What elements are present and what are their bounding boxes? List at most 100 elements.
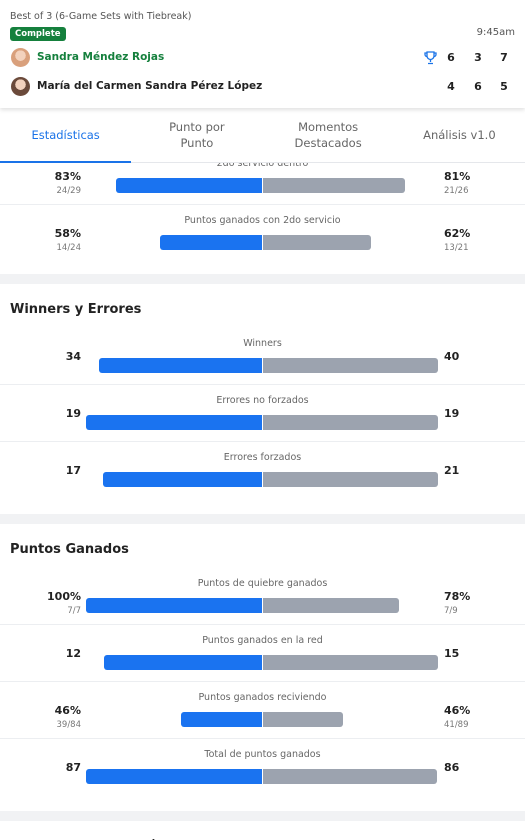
bar-divider bbox=[262, 769, 263, 784]
set-score: 3 bbox=[474, 51, 482, 64]
stat-label: Total de puntos ganados bbox=[204, 749, 321, 760]
stat-row: Errores no forzados 19 19 bbox=[0, 385, 525, 442]
section-title: Winners y Errores bbox=[10, 302, 142, 317]
section-title: Puntos Ganados bbox=[10, 542, 129, 557]
stat-label: Puntos de quiebre ganados bbox=[197, 578, 328, 589]
stat-value: 46% bbox=[444, 704, 471, 717]
stat-row: Puntos ganados en la red 12 15 bbox=[0, 625, 525, 682]
bar-divider bbox=[262, 712, 263, 727]
stat-bar bbox=[262, 178, 405, 193]
bar-divider bbox=[262, 415, 263, 430]
stat-value: 21 bbox=[444, 464, 460, 477]
stat-row: Puntos ganados reciviendo 46% 39/84 46% 41/8… bbox=[0, 682, 525, 739]
stat-bar bbox=[103, 655, 262, 670]
match-header: Best of 3 (6-Game Sets with Tiebreak) Co… bbox=[0, 0, 525, 108]
stat-detail: 7/9 bbox=[444, 606, 458, 616]
stat-row: 2do servicio dentro 83% 24/29 81% 21/26 bbox=[0, 162, 525, 205]
bar-divider bbox=[262, 358, 263, 373]
stat-detail: 13/21 bbox=[444, 243, 469, 253]
set-score: 6 bbox=[474, 80, 482, 93]
bar-divider bbox=[262, 655, 263, 670]
stat-value: 46% bbox=[54, 704, 81, 717]
match-format: Best of 3 (6-Game Sets with Tiebreak) bbox=[10, 11, 192, 22]
stats-card: Servicio y devolución bbox=[0, 821, 525, 840]
stats-content: 2do servicio dentro 83% 24/29 81% 21/26 Punto… bbox=[0, 162, 525, 840]
stat-bar bbox=[262, 655, 438, 670]
player-name: María del Carmen Sandra Pérez López bbox=[37, 80, 263, 92]
stat-bar bbox=[115, 178, 262, 193]
stat-label: Puntos ganados con 2do servicio bbox=[184, 215, 341, 226]
stat-value: 83% bbox=[54, 170, 81, 183]
stat-value: 62% bbox=[444, 227, 471, 240]
stat-bar bbox=[99, 358, 262, 373]
stat-detail: 21/26 bbox=[444, 186, 469, 196]
set-score: 6 bbox=[447, 51, 455, 64]
player-avatar bbox=[11, 48, 30, 67]
set-score: 4 bbox=[447, 80, 455, 93]
stat-label: Errores forzados bbox=[223, 452, 302, 463]
tab[interactable]: Punto por Punto bbox=[169, 120, 225, 150]
stat-value: 34 bbox=[65, 350, 81, 363]
stat-value: 40 bbox=[444, 350, 460, 363]
tab-bar: Estadísticas Punto por Punto Momentos Dest… bbox=[0, 108, 525, 163]
set-score: 5 bbox=[500, 80, 508, 93]
stat-bar bbox=[86, 598, 262, 613]
stat-row: Total de puntos ganados 87 86 bbox=[0, 739, 525, 795]
player-avatar bbox=[11, 77, 30, 96]
stat-detail: 14/24 bbox=[56, 243, 82, 253]
bar-divider bbox=[262, 598, 263, 613]
stat-label: 2do servicio dentro bbox=[216, 162, 309, 169]
stat-detail: 7/7 bbox=[67, 606, 81, 616]
stat-bar bbox=[86, 769, 262, 784]
stat-bar bbox=[159, 235, 262, 250]
set-score: 7 bbox=[500, 51, 508, 64]
stat-value: 78% bbox=[444, 590, 471, 603]
stat-label: Winners bbox=[243, 338, 282, 349]
stat-bar bbox=[262, 472, 438, 487]
stat-value: 58% bbox=[54, 227, 81, 240]
bar-divider bbox=[262, 235, 263, 250]
stat-row: Puntos de quiebre ganados 100% 7/7 78% 7/9 bbox=[0, 568, 525, 625]
stat-detail: 39/84 bbox=[56, 720, 82, 730]
stat-value: 87 bbox=[65, 761, 81, 774]
stat-bar bbox=[262, 415, 438, 430]
player-row: Sandra Méndez Rojas 6 3 7 bbox=[0, 46, 525, 70]
stat-bar bbox=[262, 598, 400, 613]
stat-bar bbox=[181, 712, 262, 727]
bar-divider bbox=[262, 178, 263, 193]
stat-detail: 41/89 bbox=[444, 720, 469, 730]
stat-value: 15 bbox=[444, 647, 460, 660]
stat-value: 12 bbox=[65, 647, 81, 660]
stats-card: Puntos Ganados Puntos de quiebre ganados 1… bbox=[0, 524, 525, 811]
trophy-icon bbox=[424, 50, 437, 69]
stat-value: 19 bbox=[65, 407, 81, 420]
stat-value: 100% bbox=[47, 590, 81, 603]
stat-bar bbox=[262, 712, 343, 727]
stat-value: 17 bbox=[65, 464, 81, 477]
stat-value: 19 bbox=[444, 407, 460, 420]
stat-label: Puntos ganados reciviendo bbox=[198, 692, 327, 703]
stat-row: Winners 34 40 bbox=[0, 328, 525, 385]
player-row: María del Carmen Sandra Pérez López 4 6 5 bbox=[0, 75, 525, 99]
stat-bar bbox=[262, 235, 372, 250]
tab[interactable]: Análisis v1.0 bbox=[423, 128, 496, 142]
stat-bar bbox=[86, 415, 262, 430]
status-badge: Complete bbox=[10, 27, 66, 41]
stat-value: 86 bbox=[444, 761, 460, 774]
tab[interactable]: Estadísticas bbox=[0, 108, 132, 163]
stat-bar bbox=[102, 472, 262, 487]
stats-card: 2do servicio dentro 83% 24/29 81% 21/26 Punto… bbox=[0, 162, 525, 274]
player-name: Sandra Méndez Rojas bbox=[37, 51, 165, 63]
stat-bar bbox=[262, 358, 438, 373]
stat-label: Errores no forzados bbox=[216, 395, 309, 406]
stat-bar bbox=[262, 769, 437, 784]
stat-row: Errores forzados 17 21 bbox=[0, 442, 525, 498]
stat-value: 81% bbox=[444, 170, 471, 183]
stats-card: Winners y Errores Winners 34 40 Errores no f… bbox=[0, 284, 525, 514]
stat-detail: 24/29 bbox=[56, 186, 82, 196]
bar-divider bbox=[262, 472, 263, 487]
match-time: 9:45am bbox=[476, 27, 515, 38]
section-title: Servicio y devolución bbox=[0, 821, 525, 840]
tab[interactable]: Momentos Destacados bbox=[294, 120, 362, 150]
